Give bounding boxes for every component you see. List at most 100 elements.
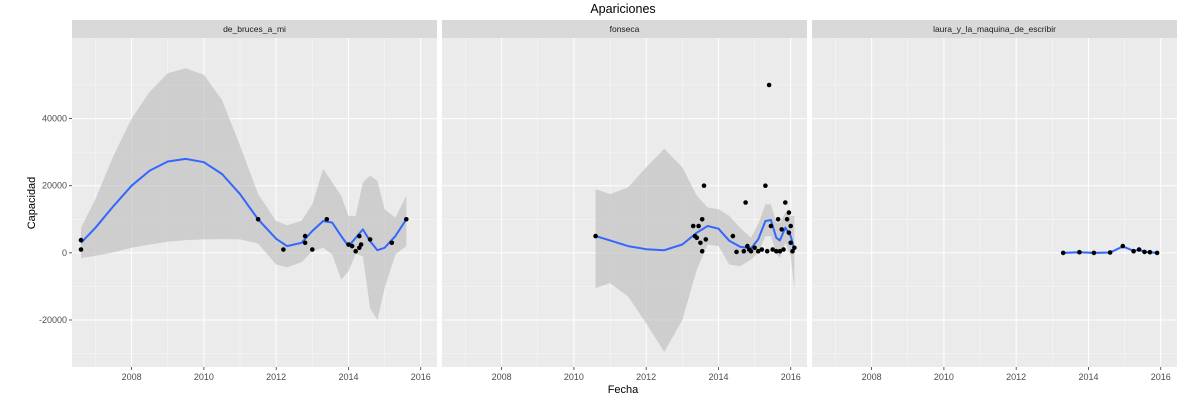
data-point xyxy=(741,248,747,254)
x-tick-label: 2016 xyxy=(1151,372,1171,382)
data-point xyxy=(784,217,790,222)
y-tick-label: 0 xyxy=(62,248,67,258)
data-point xyxy=(698,240,703,246)
data-point xyxy=(777,248,783,254)
data-point xyxy=(255,217,261,222)
data-point xyxy=(404,217,409,222)
x-tick-label: 2012 xyxy=(1006,372,1026,382)
x-tick-label: 2010 xyxy=(934,372,954,382)
facet-panel-0: de_bruces_a_mi 2008 2010 2012 2014 2016 xyxy=(72,20,437,382)
confidence-ribbon xyxy=(595,148,795,352)
data-point xyxy=(1154,250,1160,256)
x-tick-label: 2016 xyxy=(781,372,801,382)
confidence-ribbon xyxy=(81,68,407,320)
data-point xyxy=(346,242,351,247)
facet-panel-1: fonseca 2008 2010 2012 2014 2016 xyxy=(442,20,807,382)
x-tick-label: 2014 xyxy=(338,372,358,382)
x-tick-label: 2012 xyxy=(266,372,286,382)
data-point xyxy=(310,247,315,252)
data-point xyxy=(78,237,84,243)
data-point xyxy=(389,240,395,246)
data-point xyxy=(774,248,779,254)
data-point xyxy=(1091,250,1097,256)
data-point xyxy=(783,200,788,205)
facet-strip xyxy=(442,20,807,38)
smooth-line xyxy=(595,219,796,252)
data-point xyxy=(699,217,705,222)
data-point xyxy=(1142,249,1147,255)
x-tick-label: 2012 xyxy=(636,372,656,382)
data-point xyxy=(1077,249,1082,255)
data-point xyxy=(694,235,700,241)
y-tick-label: 20000 xyxy=(42,181,67,191)
data-point xyxy=(1060,250,1066,256)
y-tick-label: -20000 xyxy=(39,315,67,325)
data-point xyxy=(790,248,795,254)
facet-strip xyxy=(72,20,437,38)
data-point xyxy=(743,200,748,205)
x-tick-label: 2010 xyxy=(194,372,214,382)
data-point xyxy=(792,245,797,251)
data-point xyxy=(1147,249,1153,255)
data-point xyxy=(281,247,286,252)
x-tick-label: 2008 xyxy=(492,372,512,382)
x-axis-title: Fecha xyxy=(608,384,639,396)
data-point xyxy=(302,240,308,246)
facets-layer: -20000 0 20000 40000 de_bruces_a_mi 2008 2010 2… xyxy=(39,20,1177,382)
smooth-line xyxy=(1063,245,1158,254)
data-point xyxy=(763,183,768,188)
data-point xyxy=(766,82,772,88)
x-tick-label: 2010 xyxy=(564,372,584,382)
facet-strip xyxy=(812,20,1177,38)
data-point xyxy=(358,242,364,247)
data-point xyxy=(699,248,705,254)
facet-strip-label: fonseca xyxy=(610,24,640,34)
data-point xyxy=(349,243,355,249)
x-tick-label: 2008 xyxy=(862,372,882,382)
data-point xyxy=(78,247,84,252)
data-point xyxy=(745,243,750,249)
data-point xyxy=(1120,243,1126,249)
data-point xyxy=(701,183,707,188)
data-point xyxy=(781,247,786,252)
data-point xyxy=(770,247,775,252)
facet-strip-label: de_bruces_a_mi xyxy=(223,24,286,34)
panel-background xyxy=(812,38,1177,367)
x-tick-label: 2016 xyxy=(411,372,431,382)
data-point xyxy=(788,240,793,246)
chart-title: Apariciones xyxy=(590,2,655,16)
x-tick-label: 2014 xyxy=(1078,372,1098,382)
data-point xyxy=(788,223,793,229)
data-point xyxy=(755,248,761,254)
data-point xyxy=(768,223,774,229)
data-point xyxy=(593,233,598,239)
data-point xyxy=(357,233,362,239)
data-point xyxy=(752,245,757,251)
facet-panel-2: laura_y_la_maquina_de_escribir 2008 2010 20… xyxy=(812,20,1177,382)
y-tick-label: 40000 xyxy=(42,114,67,124)
x-tick-label: 2014 xyxy=(708,372,728,382)
facet-strip-label: laura_y_la_maquina_de_escribir xyxy=(933,24,1056,34)
data-point xyxy=(302,233,308,239)
data-point xyxy=(367,237,373,242)
data-point xyxy=(1136,247,1142,252)
data-point xyxy=(324,217,330,222)
data-point xyxy=(734,249,739,255)
data-point xyxy=(775,217,781,222)
y-axis-title: Capacidad xyxy=(26,177,38,230)
data-point xyxy=(690,223,696,229)
data-point xyxy=(779,227,784,232)
data-point xyxy=(730,233,736,239)
data-point xyxy=(759,247,765,252)
data-point xyxy=(786,230,792,235)
data-point xyxy=(748,248,754,254)
data-point xyxy=(764,248,770,254)
data-point xyxy=(1107,250,1113,255)
data-point xyxy=(696,223,701,229)
data-point xyxy=(1131,248,1136,254)
data-point xyxy=(353,248,359,254)
data-point xyxy=(786,210,792,215)
x-tick-label: 2008 xyxy=(122,372,142,382)
